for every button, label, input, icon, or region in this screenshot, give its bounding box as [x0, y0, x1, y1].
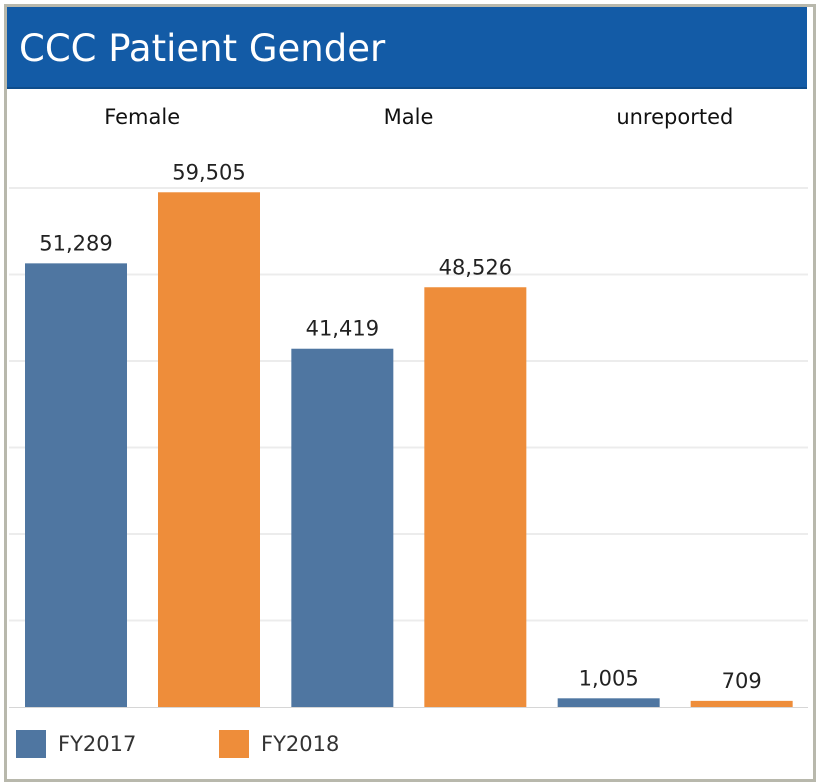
bar-fy2017-male [291, 348, 394, 707]
data-label: 59,505 [172, 160, 245, 184]
bar-fy2018-male [424, 287, 527, 707]
data-label: 1,005 [579, 666, 639, 690]
chart-frame [4, 4, 816, 782]
legend-swatch-fy2018 [219, 730, 249, 758]
title-bar: CCC Patient Gender [7, 7, 807, 89]
chart-title: CCC Patient Gender [19, 27, 386, 70]
bar-fy2018-female [158, 192, 260, 708]
legend-label-fy2018: FY2018 [261, 732, 340, 756]
bar-fy2017-unreported [557, 698, 660, 707]
category-header: Female [104, 105, 180, 129]
data-label: 709 [722, 669, 762, 693]
bar-fy2017-female [25, 263, 127, 707]
legend-swatch-fy2017 [16, 730, 46, 758]
category-header: Male [384, 105, 434, 129]
bar-fy2018-unreported [690, 700, 793, 707]
data-label: 51,289 [39, 231, 112, 255]
data-label: 48,526 [439, 255, 512, 279]
data-label: 41,419 [306, 317, 379, 341]
legend-label-fy2017: FY2017 [58, 732, 137, 756]
category-header: unreported [616, 105, 733, 129]
